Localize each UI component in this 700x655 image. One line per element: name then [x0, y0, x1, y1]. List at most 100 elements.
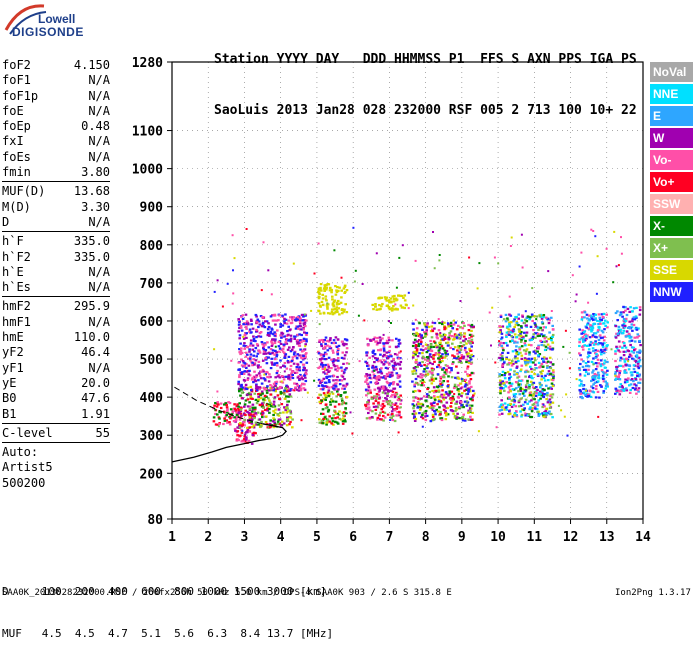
- echo-point: [629, 383, 633, 386]
- echo-point: [587, 368, 590, 371]
- echo-point: [398, 412, 401, 415]
- echo-point: [459, 349, 462, 352]
- echo-point: [317, 310, 321, 313]
- echo-point: [512, 393, 516, 396]
- echo-point: [579, 373, 582, 376]
- echo-point: [330, 422, 334, 425]
- echo-point: [528, 351, 531, 354]
- echo-point: [214, 423, 218, 426]
- echo-point: [426, 349, 430, 352]
- echo-point: [397, 342, 401, 345]
- echo-point: [243, 419, 246, 422]
- echo-point: [499, 392, 502, 395]
- echo-point: [630, 339, 634, 342]
- echo-point: [298, 342, 301, 345]
- echo-point: [426, 344, 429, 347]
- echo-point: [256, 352, 260, 355]
- echo-point: [378, 336, 382, 339]
- echo-point: [262, 370, 265, 373]
- echo-point: [541, 365, 545, 368]
- echo-point: [545, 384, 548, 387]
- echo-point: [592, 315, 596, 318]
- echo-point: [385, 339, 389, 342]
- echo-point: [283, 356, 287, 359]
- echo-point: [296, 384, 299, 387]
- echo-point: [388, 349, 391, 353]
- echo-point: [237, 380, 240, 383]
- echo-point: [448, 334, 451, 337]
- echo-point: [272, 400, 276, 403]
- echo-point: [615, 389, 618, 392]
- echo-point: [273, 411, 277, 414]
- param-value: N/A: [88, 149, 110, 164]
- echo-point: [226, 421, 229, 424]
- echo-point: [426, 359, 430, 362]
- echo-point: [525, 331, 529, 334]
- echo-point: [339, 394, 343, 397]
- echo-point: [467, 329, 471, 332]
- echo-point: [540, 375, 544, 378]
- echo-point: [267, 269, 270, 272]
- echo-point: [584, 368, 587, 371]
- echo-point: [635, 316, 638, 319]
- echo-point: [435, 333, 439, 336]
- echo-point: [548, 406, 552, 409]
- echo-point: [421, 417, 425, 420]
- echo-point: [431, 321, 434, 324]
- echo-point: [523, 321, 526, 325]
- echo-point: [318, 380, 322, 383]
- echo-point: [383, 386, 387, 389]
- echo-point: [426, 373, 429, 376]
- echo-point: [283, 335, 286, 338]
- echo-point: [254, 412, 257, 415]
- echo-point: [513, 414, 516, 417]
- echo-point: [324, 407, 328, 410]
- echo-point: [334, 417, 337, 420]
- echo-point: [461, 419, 465, 422]
- echo-point: [386, 373, 389, 376]
- echo-point: [339, 301, 343, 304]
- echo-point: [586, 395, 589, 398]
- echo-point: [420, 334, 423, 337]
- echo-point: [630, 378, 634, 381]
- echo-point: [412, 407, 415, 410]
- echo-point: [548, 410, 551, 413]
- echo-point: [326, 363, 330, 366]
- echo-point: [237, 439, 240, 442]
- echo-point: [592, 332, 596, 335]
- echo-point: [425, 323, 429, 326]
- echo-point: [419, 406, 423, 409]
- echo-point: [602, 380, 606, 383]
- echo-point: [369, 339, 372, 342]
- echo-point: [375, 308, 379, 311]
- echo-point: [216, 390, 219, 393]
- echo-point: [517, 334, 521, 337]
- echo-point: [413, 369, 416, 372]
- param-name: MUF(D): [2, 184, 46, 199]
- echo-point: [606, 369, 609, 372]
- echo-point: [517, 375, 521, 378]
- echo-point: [299, 318, 302, 321]
- echo-point: [444, 372, 448, 376]
- echo-point: [504, 320, 508, 323]
- echo-point: [269, 384, 272, 387]
- echo-point: [368, 373, 371, 376]
- echo-point: [520, 364, 524, 367]
- echo-point: [236, 434, 239, 437]
- echo-point: [285, 322, 289, 325]
- echo-point: [543, 379, 547, 382]
- echo-point: [345, 343, 348, 346]
- echo-point: [508, 388, 512, 392]
- echo-point: [615, 345, 618, 348]
- echo-point: [632, 323, 636, 327]
- echo-point: [437, 410, 440, 413]
- echo-point: [365, 417, 369, 420]
- echo-point: [365, 361, 369, 364]
- echo-point: [337, 344, 341, 347]
- echo-point: [411, 356, 415, 359]
- echo-point: [622, 329, 626, 332]
- echo-point: [523, 342, 527, 345]
- echo-point: [599, 336, 603, 340]
- echo-point: [530, 415, 534, 419]
- echo-point: [549, 367, 553, 370]
